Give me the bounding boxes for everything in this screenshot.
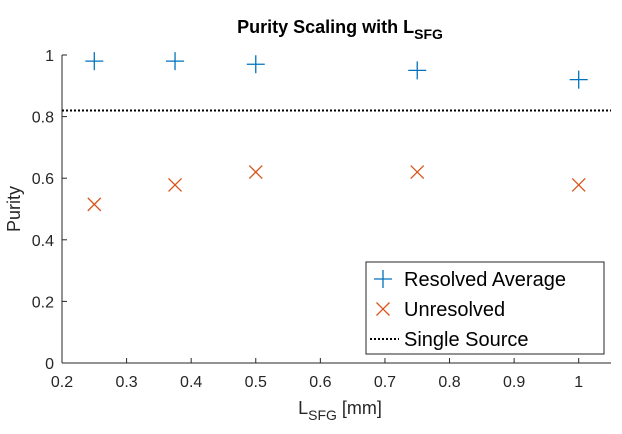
x-tick-label: 0.8 [438, 374, 460, 391]
unresolved-point [410, 165, 425, 179]
x-axis-label: LSFG [mm] [298, 398, 382, 423]
x-ticks: 0.2 0.3 0.4 0.5 0.6 0.7 0.8 0.9 1 [51, 358, 583, 391]
legend: Resolved Average Unresolved Single Sourc… [365, 261, 605, 355]
x-tick-label: 0.7 [374, 374, 396, 391]
y-tick-label: 1 [45, 48, 54, 65]
chart-title-main: Purity Scaling with L [237, 17, 414, 37]
y-tick-label: 0 [45, 356, 54, 373]
y-tick-label: 0.4 [32, 233, 54, 250]
x-tick-label: 1 [574, 374, 583, 391]
x-tick-label: 0.9 [503, 374, 525, 391]
legend-box [365, 261, 605, 355]
x-tick-label: 0.6 [309, 374, 331, 391]
unresolved-point [248, 165, 263, 179]
unresolved-point [87, 197, 102, 212]
legend-label-unresolved: Unresolved [404, 299, 505, 321]
legend-marker-resolved [374, 270, 392, 288]
resolved-average-point [569, 70, 588, 89]
x-tick-label: 0.3 [115, 374, 137, 391]
y-tick-label: 0.6 [32, 171, 54, 188]
x-tick-label: 0.2 [51, 374, 73, 391]
legend-marker-unresolved [376, 302, 390, 316]
x-tick-label: 0.5 [245, 374, 267, 391]
legend-label-single-source: Single Source [404, 329, 529, 351]
x-axis-label-main: L [298, 398, 308, 418]
unresolved-point [168, 178, 182, 192]
resolved-average-point [166, 52, 185, 71]
y-axis-label: Purity [4, 186, 24, 232]
y-ticks: 0 0.2 0.4 0.6 0.8 1 [32, 48, 67, 373]
chart-title-subscript: SFG [414, 26, 443, 42]
x-axis-label-subscript: SFG [308, 407, 337, 423]
x-axis-label-unit: [mm] [337, 398, 382, 418]
y-tick-label: 0.2 [32, 294, 54, 311]
resolved-average-point [408, 61, 427, 80]
series-layer [62, 52, 611, 212]
resolved-average-point [85, 52, 104, 71]
unresolved-point [571, 178, 586, 192]
resolved-average-point [246, 55, 265, 74]
x-tick-label: 0.4 [180, 374, 202, 391]
y-tick-label: 0.8 [32, 110, 54, 127]
legend-label-resolved: Resolved Average [404, 269, 566, 291]
chart-title: Purity Scaling with LSFG [237, 17, 443, 42]
